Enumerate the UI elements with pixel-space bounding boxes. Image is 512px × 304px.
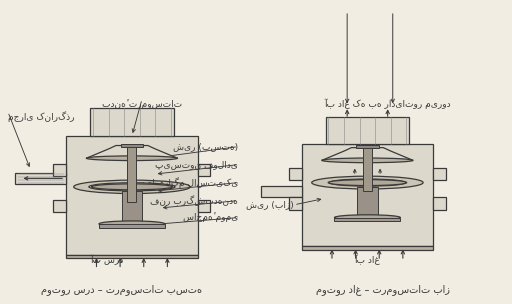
Ellipse shape [99,221,165,227]
Ellipse shape [329,179,406,186]
Bar [90,109,174,136]
Text: آب داغ: آب داغ [354,255,380,265]
Bar [66,136,198,255]
Text: فنر برگشت‌دهنده: فنر برگشت‌دهنده [151,195,238,206]
Bar [433,168,446,181]
Bar [122,191,142,225]
Bar [127,146,137,202]
Bar [334,218,400,221]
Bar [53,164,66,176]
Text: آب داغ که به رادیاتور میرود: آب داغ که به رادیاتور میرود [325,99,451,109]
Text: شیر (باز): شیر (باز) [246,200,294,209]
Bar [289,168,302,181]
Text: شیر (بسته): شیر (بسته) [173,142,238,151]
Text: مجرای کنارگذر: مجرای کنارگذر [8,112,74,123]
Bar [99,224,165,228]
Bar [53,199,66,212]
Bar [356,145,378,148]
Ellipse shape [89,183,175,191]
Text: بدنهٔ ترموستات: بدنهٔ ترموستات [102,99,182,109]
Bar [198,199,210,212]
Text: آب سرد: آب سرد [90,255,123,265]
Bar [198,164,210,176]
Ellipse shape [328,180,407,185]
Text: موتور سرد – ترموستات بسته: موتور سرد – ترموستات بسته [41,284,202,295]
Ellipse shape [334,215,400,220]
Ellipse shape [322,158,413,163]
Bar [357,187,377,216]
Bar [289,197,302,210]
Bar [363,144,372,191]
Bar [433,197,446,210]
Bar [261,185,302,197]
Text: ساجمهٔ مومی: ساجمهٔ مومی [183,212,238,223]
Text: موتور داغ – ترموستات باز: موتور داغ – ترموستات باز [315,284,450,295]
Text: پیستون فولادی: پیستون فولادی [156,160,238,169]
Ellipse shape [312,176,423,189]
Text: دیافراگم لاستیکی: دیافراگم لاستیکی [141,177,238,188]
Polygon shape [87,146,178,158]
Bar [326,117,409,144]
Ellipse shape [74,180,190,194]
Bar [15,173,66,184]
Polygon shape [322,148,413,160]
Bar [302,246,433,250]
Ellipse shape [87,156,178,161]
Bar [302,144,433,246]
Bar [121,143,143,147]
Bar [66,255,198,258]
Ellipse shape [92,184,173,190]
